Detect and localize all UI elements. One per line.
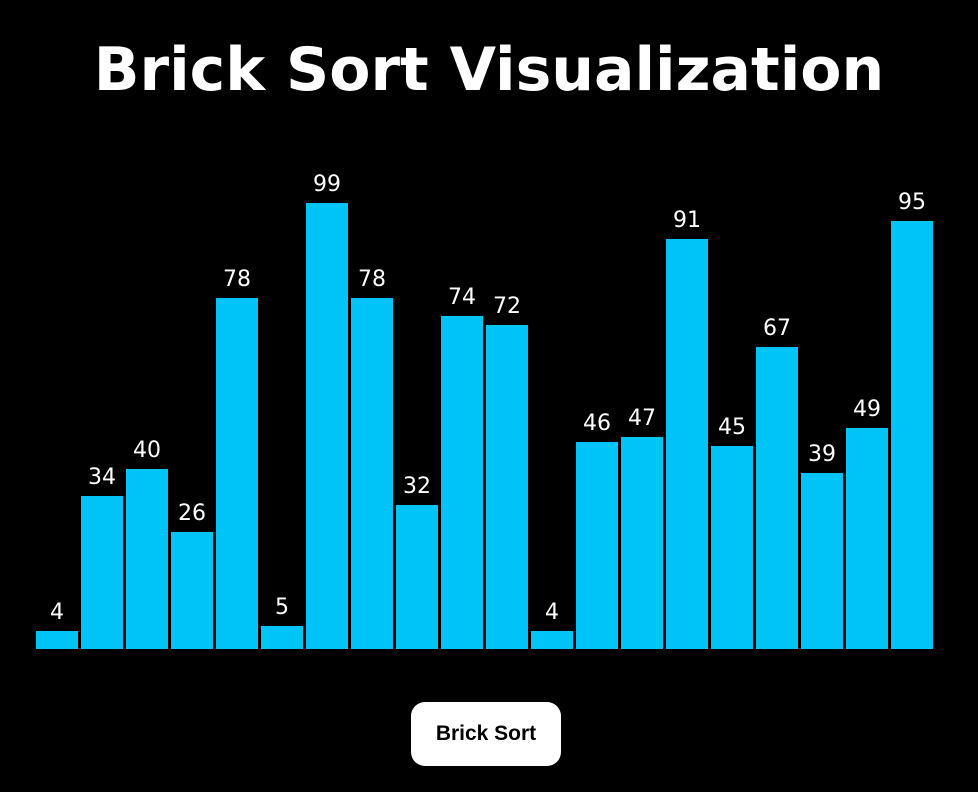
bar-value-label: 95 [898,190,926,215]
bar [846,428,888,649]
bar [711,446,753,649]
bar-value-label: 5 [275,595,289,620]
bar-value-label: 46 [583,411,611,436]
page-title: Brick Sort Visualization [93,35,885,105]
bar-value-label: 67 [763,316,791,341]
bar-value-label: 26 [178,501,206,526]
bar [36,631,78,649]
bar-value-label: 34 [88,465,116,490]
bar [576,442,618,649]
bar [126,469,168,649]
brick-sort-button[interactable]: Brick Sort [411,702,561,766]
bar-value-label: 4 [50,600,64,625]
bar [486,325,528,649]
bar [531,631,573,649]
bar [216,298,258,649]
bar-value-label: 74 [448,285,476,310]
bar-value-label: 78 [358,267,386,292]
bar-value-label: 45 [718,415,746,440]
bar [81,496,123,649]
bar [891,221,933,649]
bar [396,505,438,649]
bar-value-label: 78 [223,267,251,292]
bar-value-label: 32 [403,474,431,499]
bar-value-label: 4 [545,600,559,625]
bar [261,626,303,649]
bar [441,316,483,649]
bar [306,203,348,649]
bar [801,473,843,649]
bar-value-label: 49 [853,397,881,422]
bar [171,532,213,649]
bar [666,239,708,649]
bar-value-label: 91 [673,208,701,233]
bar-value-label: 40 [133,438,161,463]
bar-value-label: 39 [808,442,836,467]
bar-value-label: 47 [628,406,656,431]
bar [621,437,663,649]
bar-value-label: 72 [493,294,521,319]
bar-value-label: 99 [313,172,341,197]
bar [756,347,798,649]
bar [351,298,393,649]
